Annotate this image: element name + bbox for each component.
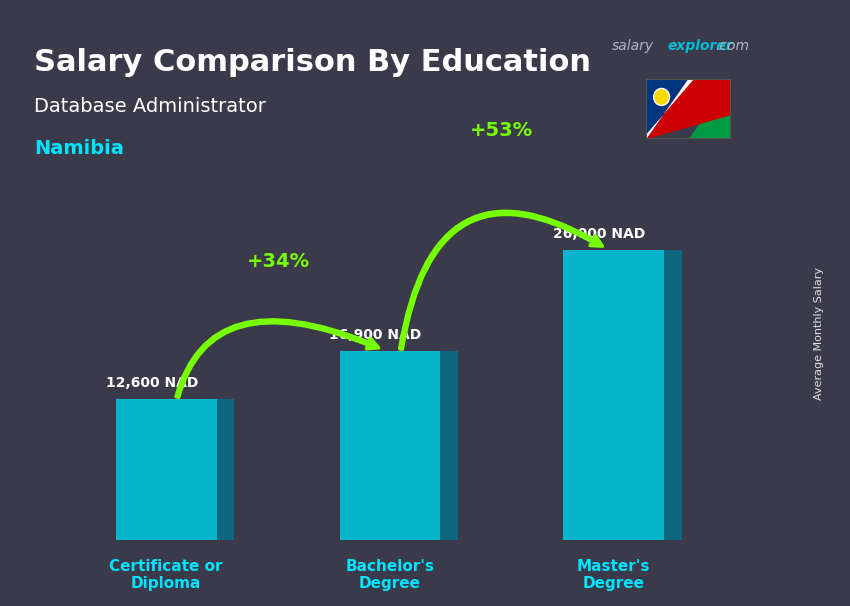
Text: salary: salary bbox=[612, 39, 654, 53]
Text: 12,600 NAD: 12,600 NAD bbox=[105, 376, 198, 390]
Text: Salary Comparison By Education: Salary Comparison By Education bbox=[34, 48, 591, 78]
Text: 16,900 NAD: 16,900 NAD bbox=[330, 328, 422, 342]
Polygon shape bbox=[339, 351, 440, 540]
Polygon shape bbox=[688, 79, 731, 139]
Text: +53%: +53% bbox=[470, 121, 533, 140]
Polygon shape bbox=[564, 250, 664, 540]
Polygon shape bbox=[217, 399, 235, 540]
Text: Average Monthly Salary: Average Monthly Salary bbox=[814, 267, 824, 400]
Text: explorer: explorer bbox=[667, 39, 733, 53]
Text: .com: .com bbox=[715, 39, 749, 53]
Text: +34%: +34% bbox=[246, 252, 309, 271]
Polygon shape bbox=[440, 351, 458, 540]
Polygon shape bbox=[646, 79, 694, 139]
Text: 26,000 NAD: 26,000 NAD bbox=[553, 227, 645, 241]
Polygon shape bbox=[646, 79, 731, 139]
Text: Database Administrator: Database Administrator bbox=[34, 97, 266, 116]
Polygon shape bbox=[646, 79, 688, 139]
Polygon shape bbox=[116, 399, 217, 540]
FancyArrowPatch shape bbox=[176, 320, 379, 398]
Text: Namibia: Namibia bbox=[34, 139, 124, 158]
FancyArrowPatch shape bbox=[400, 211, 603, 349]
Circle shape bbox=[654, 88, 670, 105]
Polygon shape bbox=[664, 250, 682, 540]
